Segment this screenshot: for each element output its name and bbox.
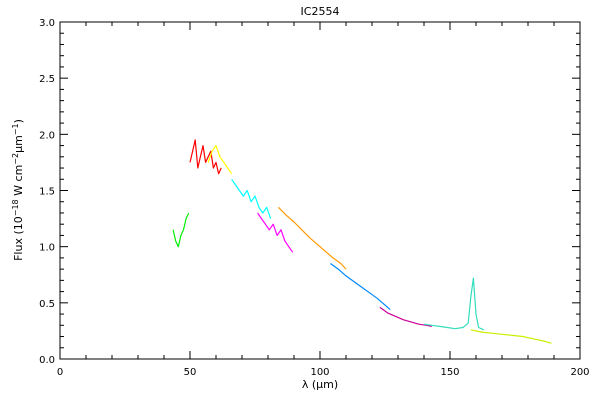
y-tick-label: 3.0 [39,18,55,29]
x-axis-label: λ (μm) [302,378,338,391]
series-layer [172,139,552,344]
series-line-2 [189,139,222,175]
series-line-1 [172,212,190,248]
series-line-7 [330,263,391,311]
y-axis-label: Flux (10−18 W cm−2μm−1) [11,119,26,261]
y-label-suffix: ) [12,119,25,123]
x-tick-label: 150 [440,367,459,378]
x-tick-label: 200 [570,367,589,378]
series-line-9 [423,277,485,331]
y-tick-label: 2.0 [39,130,55,141]
chart-title: IC2554 [301,5,340,18]
series-line-6 [277,206,347,270]
plot-frame [59,21,581,360]
x-tick-label: 0 [57,367,63,378]
y-tick-label: 0.0 [39,355,55,366]
y-label-mid: W cm [12,165,25,200]
series-line-8 [379,306,432,327]
y-label-exp2: −2 [11,153,20,165]
series-line-10 [470,329,552,344]
y-label-exp1: −18 [11,199,20,216]
y-tick-label: 0.5 [39,299,55,310]
x-tick-label: 50 [184,367,197,378]
series-line-3 [207,145,233,175]
series-line-5 [257,212,294,253]
y-tick-label: 1.0 [39,243,55,254]
y-tick-label: 1.5 [39,187,55,198]
y-label-mid2: μm [12,135,25,153]
series-line-4 [231,178,272,219]
tick-layer: 0 50 100 150 200 0.0 0.5 1.0 1.5 2.0 2.5 3.0 [39,18,589,378]
x-tick-label: 100 [310,367,329,378]
y-label-prefix: Flux (10 [12,216,25,261]
y-label-exp3: −1 [11,123,20,135]
y-tick-label: 2.5 [39,74,55,85]
